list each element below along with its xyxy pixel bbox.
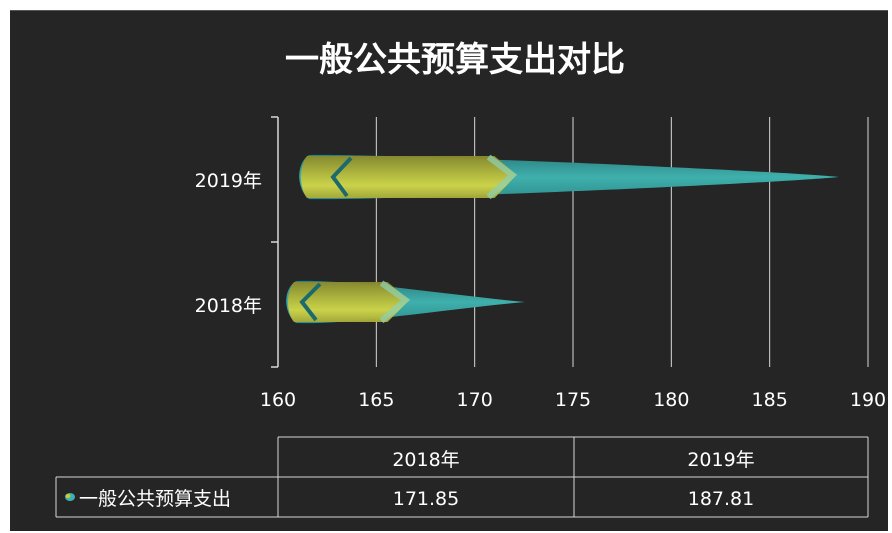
x-tick-label-160: 160 [260,389,296,411]
table-value-2019: 187.81 [688,488,754,510]
bar-feather-2018年 [288,282,410,322]
table-header-2018: 2018年 [392,449,459,471]
bar-chevron-dark-2018年 [299,282,322,322]
table-row-label: 一般公共预算支出 [79,488,231,510]
chart-frame: 一般公共预算支出对比 2019年 2018年 160 165 170 175 180 18… [10,10,888,531]
bar-chevron-light-2018年 [379,280,411,324]
data-table: 2018年 2019年 一般公共预算支出 171.85 187.81 [55,436,869,518]
table-lines [55,436,869,518]
bar-arrow-2019年 [299,154,839,200]
x-tick-label-165: 165 [358,389,394,411]
x-tick-labels: 160 165 170 175 180 185 190 [260,389,886,411]
legend-key-icon [65,493,75,501]
table-value-2018: 171.85 [393,488,459,510]
bar-chevron-dark-2019年 [330,156,353,198]
x-tick-label-180: 180 [653,389,689,411]
x-tick-label-185: 185 [752,389,788,411]
x-tick-label-190: 190 [850,389,886,411]
bars [286,154,839,324]
bar-chevron-light-2019年 [486,154,518,200]
x-tick-label-170: 170 [457,389,493,411]
chart-title: 一般公共预算支出对比 [285,40,625,80]
bar-feather-2019年 [301,156,517,198]
y-tick-label-2018: 2018年 [195,295,262,317]
y-tick-labels: 2019年 2018年 [195,170,262,317]
grid-lines [375,117,869,367]
bar-arrow-2018年 [286,280,525,324]
y-axis [271,116,279,368]
x-tick-label-175: 175 [555,389,591,411]
table-header-2019: 2019年 [687,449,754,471]
bar-chart: 一般公共预算支出对比 2019年 2018年 160 165 170 175 180 18… [55,40,886,518]
y-tick-label-2019: 2019年 [195,170,262,192]
